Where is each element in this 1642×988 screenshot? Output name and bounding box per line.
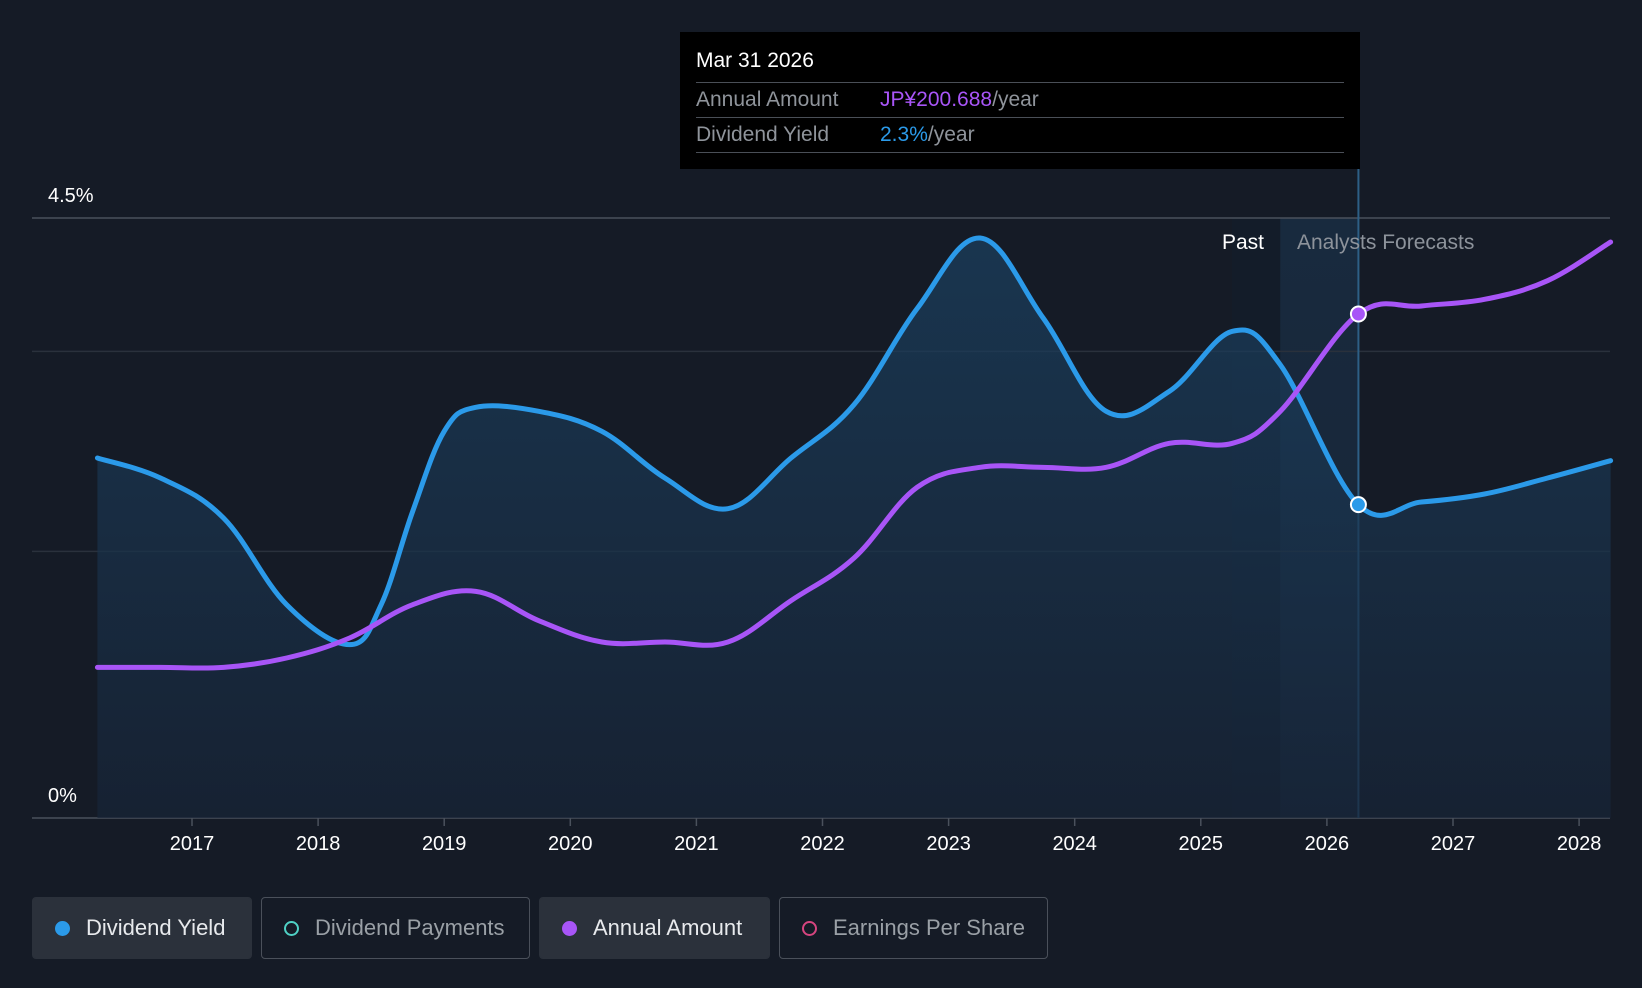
tooltip-value: 2.3% — [880, 123, 928, 146]
legend-label: Annual Amount — [593, 915, 743, 940]
past-label: Past — [1222, 231, 1264, 254]
dividend-yield-line — [94, 235, 1614, 648]
legend-ring-icon — [802, 920, 817, 936]
legend-dividend-yield-button[interactable]: Dividend Yield — [32, 897, 252, 959]
x-tick-label: 2024 — [1052, 833, 1097, 855]
x-tick-label: 2027 — [1431, 833, 1476, 855]
tooltip-row-dividend-yield: Dividend Yield 2.3% /year — [696, 117, 1344, 153]
x-tick-label: 2025 — [1179, 833, 1224, 855]
dividend-yield-marker — [1349, 496, 1367, 514]
legend-label: Dividend Yield — [86, 915, 226, 940]
forecast-label: Analysts Forecasts — [1297, 231, 1474, 254]
tooltip-label: Annual Amount — [696, 88, 839, 111]
legend-ring-icon — [284, 920, 299, 936]
legend-dividend-payments-button[interactable]: Dividend Payments — [261, 897, 530, 959]
legend-label: Dividend Payments — [315, 915, 505, 940]
annual-amount-marker — [1349, 305, 1367, 323]
tooltip-date: Mar 31 2026 — [696, 49, 814, 72]
legend-earnings-per-share-button[interactable]: Earnings Per Share — [779, 897, 1048, 959]
x-tick-label: 2028 — [1557, 833, 1602, 855]
x-tick-label: 2020 — [548, 833, 593, 855]
tooltip-unit: /year — [992, 88, 1039, 111]
legend-dot-icon — [55, 920, 70, 936]
x-tick-label: 2023 — [926, 833, 971, 855]
x-tick-label: 2022 — [800, 833, 845, 855]
tooltip-value: JP¥200.688 — [880, 88, 993, 111]
y-axis-label-bottom: 0% — [48, 785, 77, 807]
tooltip: Mar 31 2026 Annual Amount JP¥200.688 /ye… — [680, 32, 1360, 169]
legend: Dividend Yield Dividend Payments Annual … — [32, 897, 1048, 959]
legend-dot-icon — [562, 920, 577, 936]
legend-annual-amount-button[interactable]: Annual Amount — [539, 897, 770, 959]
x-tick-label: 2018 — [296, 833, 341, 855]
tooltip-row-annual-amount: Annual Amount JP¥200.688 /year — [696, 82, 1344, 117]
y-axis-label-top: 4.5% — [48, 185, 94, 207]
x-tick-label: 2021 — [674, 833, 719, 855]
dividend-yield-area — [97, 237, 1611, 818]
tooltip-label: Dividend Yield — [696, 123, 830, 146]
x-tick-label: 2026 — [1305, 833, 1350, 855]
x-tick-label: 2019 — [422, 833, 467, 855]
x-tick-label: 2017 — [170, 833, 215, 855]
legend-label: Earnings Per Share — [833, 915, 1025, 940]
tooltip-unit: /year — [927, 123, 975, 146]
